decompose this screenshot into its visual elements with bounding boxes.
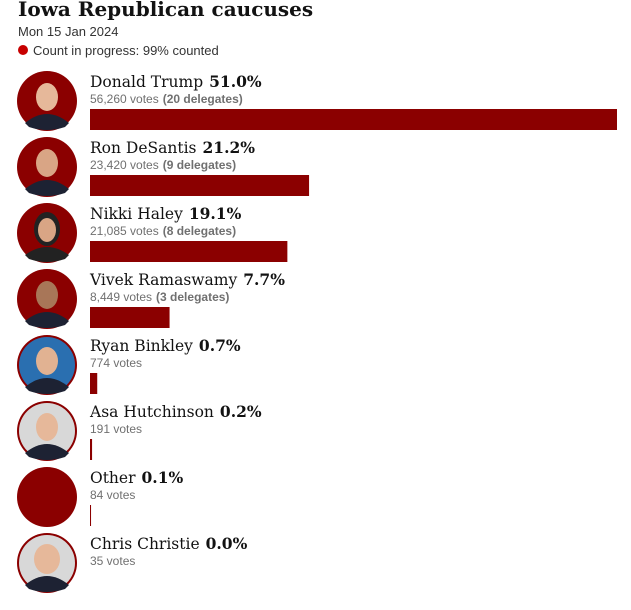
- bar: [90, 175, 310, 196]
- votes-line: 84 votes: [90, 488, 135, 502]
- bar: [90, 307, 170, 328]
- value-label: 7.7%: [243, 270, 285, 289]
- candidate-name: Vivek Ramaswamy: [89, 271, 237, 289]
- portrait: [17, 401, 77, 461]
- subtitle: Mon 15 Jan 2024: [18, 24, 118, 39]
- value-label: 0.7%: [199, 336, 241, 355]
- votes-label: 35 votes: [90, 554, 135, 568]
- candidate-label: Ryan Binkley 0.7%: [90, 336, 241, 355]
- status: Count in progress: 99% counted: [33, 43, 219, 58]
- votes-label: 21,085 votes: [90, 224, 159, 238]
- portraits: [17, 71, 77, 593]
- value-label: 21.2%: [203, 138, 256, 157]
- portrait: [17, 467, 77, 527]
- portrait: [17, 137, 77, 197]
- votes-line: 21,085 votes (8 delegates): [90, 224, 236, 238]
- candidate-name: Ron DeSantis: [90, 139, 197, 157]
- votes-line: 774 votes: [90, 356, 142, 370]
- portrait: [17, 71, 77, 131]
- bar: [90, 109, 617, 130]
- delegates-label: (3 delegates): [156, 290, 229, 304]
- value-label: 51.0%: [209, 72, 262, 91]
- votes-label: 84 votes: [90, 488, 135, 502]
- value-label: 0.1%: [142, 468, 184, 487]
- status-dot: [18, 45, 28, 55]
- votes-label: 56,260 votes: [90, 92, 159, 106]
- portrait: [17, 533, 77, 593]
- candidate-label: Other 0.1%: [90, 468, 183, 487]
- candidate-label: Donald Trump 51.0%: [90, 72, 262, 91]
- candidate-name: Other: [90, 469, 136, 487]
- chart-title: Iowa Republican caucuses: [18, 0, 313, 21]
- votes-label: 8,449 votes: [90, 290, 152, 304]
- bar: [90, 241, 288, 262]
- portrait: [17, 269, 77, 329]
- value-label: 0.0%: [206, 534, 248, 553]
- candidate-label: Nikki Haley 19.1%: [90, 204, 242, 223]
- votes-line: 191 votes: [90, 422, 142, 436]
- candidate-label: Asa Hutchinson 0.2%: [89, 402, 262, 421]
- delegates-label: (20 delegates): [163, 92, 243, 106]
- delegates-label: (9 delegates): [163, 158, 236, 172]
- candidate-name: Ryan Binkley: [90, 337, 193, 355]
- value-label: 0.2%: [220, 402, 262, 421]
- delegates-label: (8 delegates): [163, 224, 236, 238]
- candidate-name: Donald Trump: [90, 73, 203, 91]
- candidate-name: Asa Hutchinson: [89, 403, 214, 421]
- votes-line: 35 votes: [90, 554, 135, 568]
- votes-label: 774 votes: [90, 356, 142, 370]
- votes-line: 56,260 votes (20 delegates): [90, 92, 243, 106]
- candidate-name: Nikki Haley: [90, 205, 183, 223]
- votes-label: 23,420 votes: [90, 158, 159, 172]
- bar: [90, 439, 93, 460]
- votes-line: 23,420 votes (9 delegates): [90, 158, 236, 172]
- candidate-name: Chris Christie: [90, 535, 200, 553]
- value-label: 19.1%: [189, 204, 242, 223]
- bar: [90, 373, 98, 394]
- bar: [90, 505, 92, 526]
- portrait: [17, 335, 77, 395]
- candidate-label: Vivek Ramaswamy 7.7%: [89, 270, 285, 289]
- candidate-label: Ron DeSantis 21.2%: [90, 138, 255, 157]
- portrait: [17, 203, 77, 263]
- votes-line: 8,449 votes (3 delegates): [90, 290, 229, 304]
- candidate-label: Chris Christie 0.0%: [90, 534, 248, 553]
- votes-label: 191 votes: [90, 422, 142, 436]
